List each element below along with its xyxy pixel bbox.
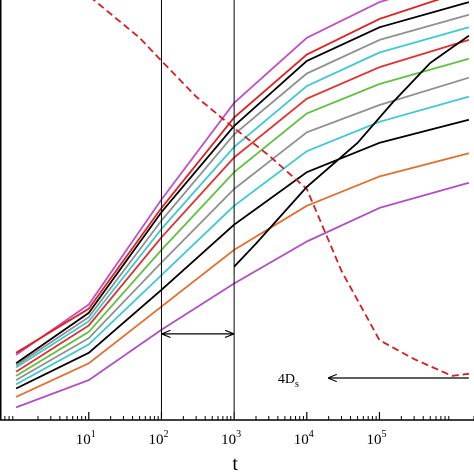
x-tick-label: 101 <box>76 429 96 448</box>
series-line-14 <box>233 34 470 268</box>
series-line-6 <box>15 39 470 373</box>
annotation-main: 4D <box>278 372 295 387</box>
reference-lines <box>160 0 235 420</box>
x-tick-label: 102 <box>148 429 168 448</box>
series-line-2 <box>15 0 440 354</box>
annotation-label: 4Ds <box>278 372 299 390</box>
series-line-12 <box>15 181 470 409</box>
annotation-layer: 4Ds <box>278 372 469 390</box>
annotation-subscript: s <box>295 379 299 390</box>
series-dashed <box>92 0 470 377</box>
x-axis-title: t <box>232 453 238 474</box>
plot-lines <box>15 0 470 409</box>
x-tick-label: 104 <box>294 429 314 448</box>
series-line-10 <box>15 118 470 390</box>
x-tick-label: 103 <box>221 429 241 448</box>
series-line-11 <box>15 152 470 398</box>
x-tick-label: 105 <box>366 429 386 448</box>
axes: 101 102 103 104 105 <box>0 0 474 448</box>
series-line-4 <box>15 13 470 367</box>
series-line-1 <box>15 0 390 356</box>
